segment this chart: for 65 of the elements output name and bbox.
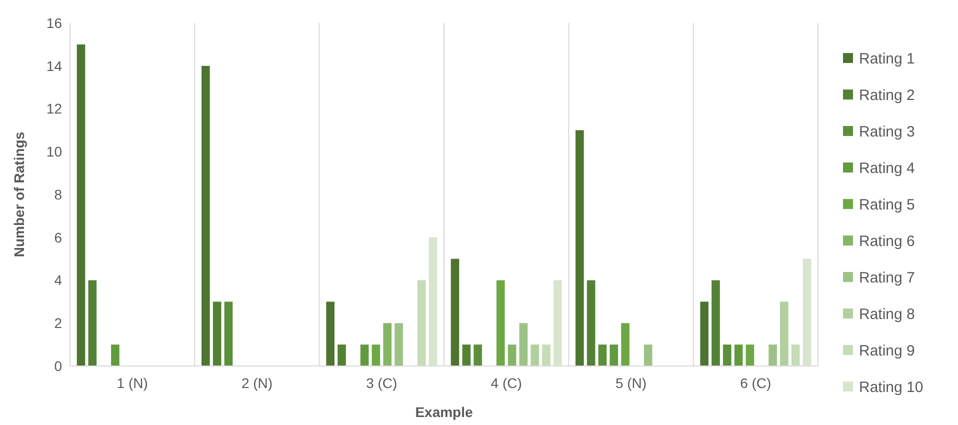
bar [212,302,222,366]
bar [450,258,460,366]
bar [621,323,630,366]
legend-label: Rating 8 [859,306,915,323]
bar [791,344,800,366]
bar [111,344,120,366]
bar [598,344,607,366]
bar [76,44,86,366]
bar [338,344,346,366]
bar [553,280,562,366]
bar [428,237,438,366]
x-tick-label: 6 (C) [740,375,772,391]
legend-label: Rating 7 [859,269,915,286]
bar [610,344,618,366]
bar [746,344,754,366]
bar [700,302,709,366]
legend-label: Rating 1 [859,50,915,68]
legend-label: Rating 10 [859,378,924,396]
y-tick-label: 10 [46,144,62,160]
bar [802,258,812,366]
bar [394,323,403,366]
x-tick-label: 4 (C) [490,375,522,391]
bar [576,130,584,366]
y-tick-label: 16 [46,14,62,31]
legend-label: Rating 6 [859,232,915,250]
bar [644,344,652,366]
y-axis-title: Number of Ratings [11,132,27,258]
x-tick-label: 3 (C) [366,375,398,391]
bar [542,344,550,366]
bar [474,344,482,366]
y-tick-label: 6 [54,229,62,246]
bar [326,302,335,366]
bar [383,323,392,366]
y-tick-label: 0 [54,358,62,374]
x-axis-title: Example [415,404,474,420]
y-tick-label: 12 [46,100,62,117]
bar [88,280,97,366]
bar [734,344,743,366]
bar [360,344,369,366]
legend-label: Rating 4 [859,160,915,177]
y-tick-label: 14 [46,58,62,74]
legend-label: Rating 2 [859,86,915,104]
bar [712,280,720,366]
y-tick-label: 4 [54,272,62,288]
bar [417,280,426,366]
bar [224,302,233,366]
bar [530,344,540,366]
bar [372,344,380,366]
legend-label: Rating 9 [859,342,915,360]
bar [496,280,505,366]
legend-label: Rating 3 [859,123,915,140]
x-tick-label: 1 (N) [116,375,148,391]
bar [722,344,732,366]
bar [202,66,210,366]
y-tick-label: 8 [54,186,62,202]
bar [462,344,471,366]
x-tick-label: 2 (N) [241,375,273,391]
bar [508,344,516,366]
bar [586,280,596,366]
x-tick-label: 5 (N) [615,375,647,391]
legend-label: Rating 5 [859,196,915,214]
y-tick-label: 2 [54,315,62,332]
bar [519,323,528,366]
bar [768,344,777,366]
bar [780,302,788,366]
